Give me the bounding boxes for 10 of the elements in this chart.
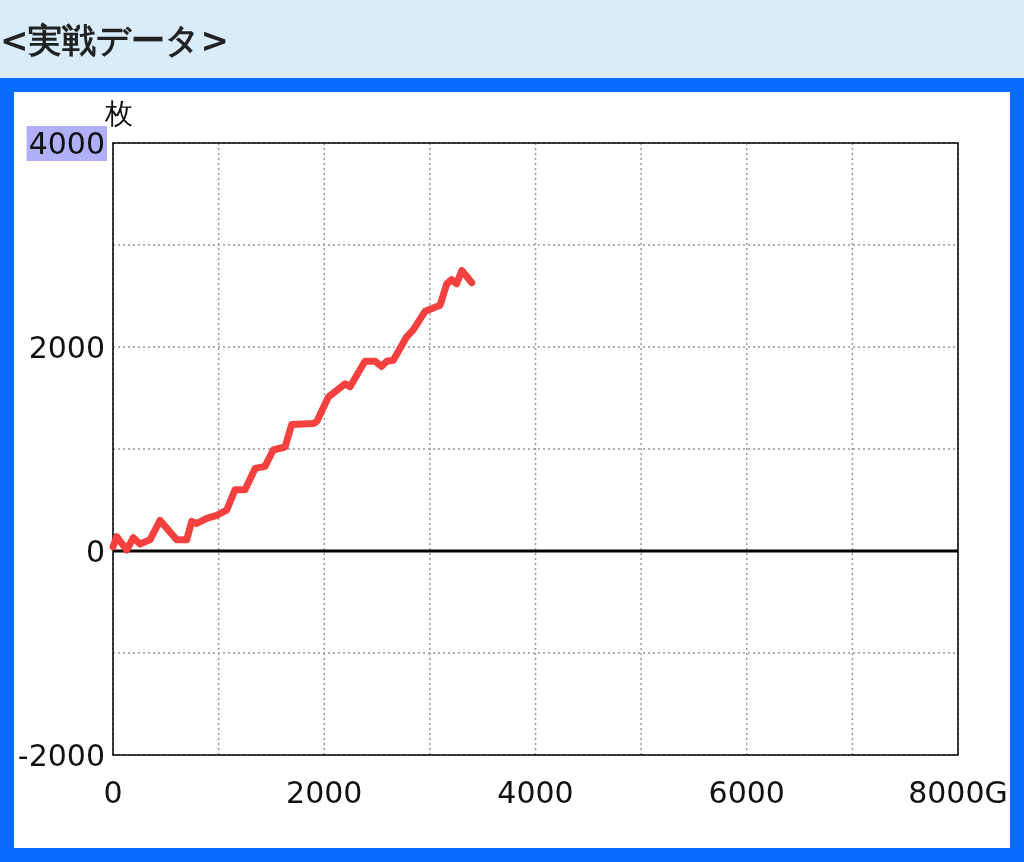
x-tick-label: 6000 [708, 775, 785, 810]
x-tick-label: 4000 [497, 775, 574, 810]
y-tick-label: -2000 [17, 738, 105, 773]
x-tick-label: 2000 [286, 775, 363, 810]
y-tick-label: 2000 [28, 330, 105, 365]
y-tick-label: 0 [85, 534, 105, 569]
x-tick-label: 8000G [908, 775, 1008, 810]
chart-title: <実戦データ> [0, 20, 229, 60]
y-tick-label: 4000 [28, 126, 105, 161]
y-axis-title: 枚 [104, 97, 133, 130]
